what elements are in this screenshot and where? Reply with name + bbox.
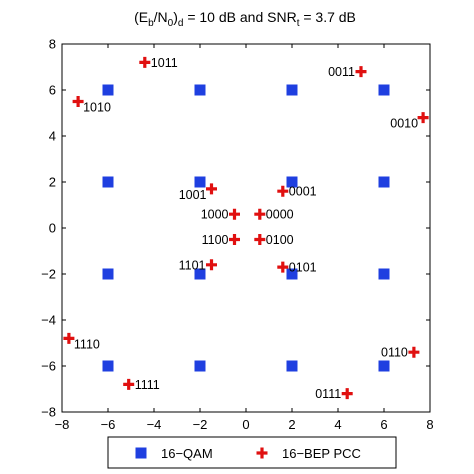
qam-point — [286, 360, 298, 372]
pcc-point — [254, 208, 266, 220]
title-part: = 10 dB and SNR — [183, 9, 296, 25]
pcc-point — [206, 259, 217, 271]
x-tick-label: −2 — [193, 417, 208, 432]
x-tick-label: 2 — [288, 417, 295, 432]
point-label: 1010 — [83, 101, 111, 115]
qam-point — [194, 268, 206, 280]
pcc-point — [417, 112, 429, 124]
pcc-point — [206, 183, 217, 195]
legend-qam-marker — [135, 447, 147, 459]
point-label: 1101 — [179, 258, 206, 272]
title-part: 0 — [168, 18, 174, 29]
pcc-point — [139, 56, 151, 68]
plot-frame — [61, 43, 431, 413]
x-tick-label: 6 — [380, 417, 387, 432]
title-part: d — [178, 18, 184, 29]
title-part: /N — [154, 9, 168, 25]
pcc-point — [277, 185, 289, 197]
y-tick-label: −4 — [41, 313, 56, 328]
qam-point — [286, 176, 298, 188]
point-labels: 1011 1010 0011 0010 1001 0001 1000 0000 1100 0100… — [74, 56, 418, 401]
point-label: 0111 — [315, 387, 341, 401]
x-tick-label: −6 — [101, 417, 116, 432]
point-label: 0110 — [381, 346, 408, 360]
point-label: 0000 — [266, 208, 294, 222]
pcc-point — [254, 234, 266, 245]
title-part: b — [148, 18, 154, 29]
x-tick-label: −4 — [147, 417, 162, 432]
title-part: ) — [173, 9, 178, 25]
qam-point — [102, 268, 114, 280]
title-part: t — [297, 18, 300, 29]
qam-point — [378, 176, 390, 188]
pcc-point — [229, 234, 240, 245]
legend-pcc-marker — [256, 447, 268, 459]
point-label: 1000 — [201, 208, 229, 222]
title-part: (E — [134, 9, 148, 25]
qam-point — [286, 268, 298, 280]
y-tick-label: 8 — [49, 37, 56, 52]
y-tick-label: 6 — [49, 83, 56, 98]
x-tick-label: −8 — [55, 417, 70, 432]
qam-point — [102, 176, 114, 188]
legend-label-qam: 16−QAM — [161, 446, 213, 461]
point-label: 0010 — [390, 117, 418, 131]
qam-point — [378, 268, 390, 280]
x-tick-label: 8 — [426, 417, 433, 432]
pcc-point — [229, 208, 240, 220]
point-label: 1011 — [151, 56, 178, 70]
point-label: 1001 — [179, 188, 207, 202]
pcc-point — [341, 388, 353, 400]
qam-point — [286, 84, 298, 96]
y-tick-label: −2 — [41, 267, 56, 282]
y-tick-label: −6 — [41, 359, 56, 374]
point-label: 0011 — [328, 65, 355, 79]
y-tick-label: 0 — [49, 221, 56, 236]
y-tick-label: 2 — [49, 175, 56, 190]
legend: 16−QAM 16−BEP PCC — [107, 436, 397, 469]
legend-box — [107, 436, 397, 469]
point-label: 0001 — [289, 185, 317, 199]
axis-ticks: −8 −6 −4 −2 0 2 4 6 8 −8 −6 −4 −2 0 2 4 6 8 — [41, 37, 433, 433]
x-tick-label: 0 — [242, 417, 249, 432]
qam-point — [194, 176, 206, 188]
point-label: 0100 — [266, 233, 294, 247]
point-label: 1100 — [202, 233, 229, 247]
qam-point — [378, 84, 390, 96]
chart-title: (Eb/N0)d = 10 dB and SNRt = 3.7 dB — [134, 9, 356, 29]
pcc-point — [72, 96, 84, 107]
y-tick-label: −8 — [41, 405, 56, 420]
point-label: 1110 — [74, 337, 100, 351]
x-tick-label: 4 — [334, 417, 341, 432]
y-tick-label: 4 — [49, 129, 56, 144]
title-part: = 3.7 dB — [299, 9, 355, 25]
pcc-point — [408, 346, 420, 358]
qam-point — [194, 84, 206, 96]
pcc-point — [63, 332, 75, 344]
qam-point — [378, 360, 390, 372]
pcc-point — [355, 66, 367, 78]
point-label: 1111 — [135, 378, 160, 392]
pcc-point — [277, 261, 289, 273]
qam-point — [102, 360, 114, 372]
data-points — [63, 56, 429, 400]
legend-label-pcc: 16−BEP PCC — [282, 446, 361, 461]
qam-point — [102, 84, 114, 96]
qam-point — [194, 360, 206, 372]
pcc-point — [123, 378, 135, 390]
plot-area — [61, 43, 431, 413]
point-label: 0101 — [289, 261, 317, 275]
